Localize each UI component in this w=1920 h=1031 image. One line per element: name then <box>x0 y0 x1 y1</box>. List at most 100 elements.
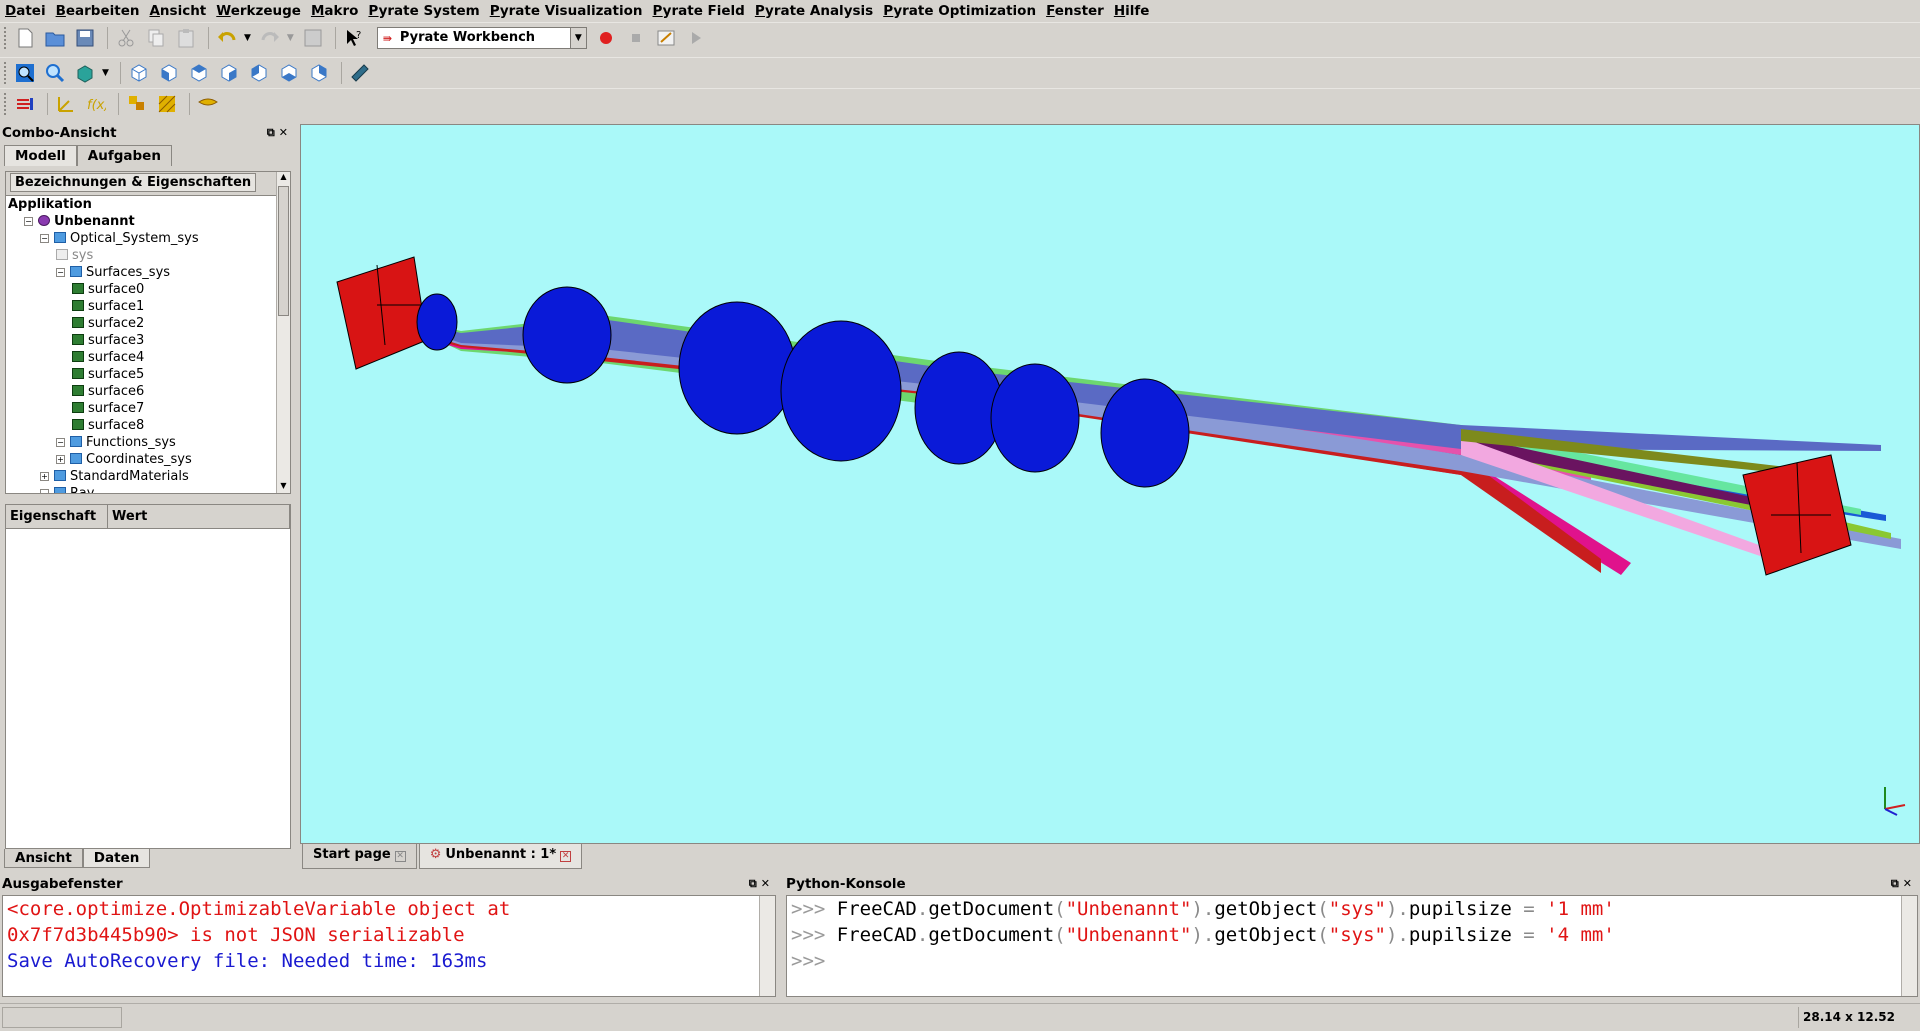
create-coordinates-button[interactable] <box>53 91 79 117</box>
record-macro-button[interactable] <box>593 25 619 51</box>
menu-ansicht[interactable]: Ansicht <box>149 3 207 19</box>
measure-button[interactable] <box>347 60 373 86</box>
scroll-down-icon[interactable]: ▼ <box>280 481 287 490</box>
tree-item[interactable]: + Coordinates_sys <box>6 451 290 468</box>
view-rear-button[interactable] <box>246 60 272 86</box>
menu-werkzeuge[interactable]: Werkzeuge <box>216 3 301 19</box>
dock-float-close-icons[interactable]: ⧉✕ <box>748 877 774 890</box>
view-isometric-button[interactable] <box>126 60 152 86</box>
copy-button[interactable] <box>143 25 169 51</box>
menu-fenster[interactable]: Fenster <box>1046 3 1104 19</box>
column-eigenschaft[interactable]: Eigenschaft <box>6 505 108 528</box>
tree-item[interactable]: + StandardMaterials <box>6 468 290 485</box>
tree-item[interactable]: − Surfaces_sys <box>6 264 290 281</box>
tree-item[interactable]: surface6 <box>6 383 290 400</box>
tree-item[interactable]: surface8 <box>6 417 290 434</box>
menu-pyrate-system[interactable]: Pyrate System <box>368 3 480 19</box>
tree-item[interactable]: surface4 <box>6 349 290 366</box>
menu-pyrate-optimization[interactable]: Pyrate Optimization <box>883 3 1037 19</box>
tab-ansicht[interactable]: Ansicht <box>4 849 83 868</box>
tree-item-label: Applikation <box>8 197 92 212</box>
expand-toggle-icon[interactable]: − <box>24 217 33 226</box>
model-tree[interactable]: Bezeichnungen & Eigenschaften Applikatio… <box>5 171 291 494</box>
tree-item[interactable]: − Optical_System_sys <box>6 230 290 247</box>
cut-button[interactable] <box>113 25 139 51</box>
save-button[interactable] <box>72 25 98 51</box>
tree-header-label[interactable]: Bezeichnungen & Eigenschaften <box>10 173 257 192</box>
tree-scroll-thumb[interactable] <box>278 186 289 316</box>
tab-aufgaben[interactable]: Aufgaben <box>76 145 172 166</box>
output-text[interactable]: <core.optimize.OptimizableVariable objec… <box>2 895 776 997</box>
menu-pyrate-visualization[interactable]: Pyrate Visualization <box>489 3 643 19</box>
zoom-fit-icon <box>16 63 34 82</box>
toolbar-grip[interactable] <box>4 61 8 84</box>
expand-toggle-icon[interactable]: + <box>40 472 49 481</box>
view-bottom-button[interactable] <box>276 60 302 86</box>
stop-macro-button[interactable] <box>623 25 649 51</box>
close-icon[interactable]: ✕ <box>560 851 572 862</box>
open-button[interactable] <box>42 25 68 51</box>
expand-toggle-icon[interactable]: − <box>56 268 65 277</box>
tree-item[interactable]: surface2 <box>6 315 290 332</box>
new-document-button[interactable] <box>12 25 38 51</box>
paste-button[interactable] <box>173 25 199 51</box>
create-function-button[interactable]: f(x) <box>83 91 109 117</box>
dock-float-close-icons[interactable]: ⧉✕ <box>1890 877 1916 890</box>
expand-toggle-icon[interactable]: + <box>56 455 65 464</box>
refresh-button[interactable] <box>300 25 326 51</box>
expand-toggle-icon[interactable]: − <box>40 234 49 243</box>
view-left-button[interactable] <box>306 60 332 86</box>
fit-all-button[interactable] <box>12 60 38 86</box>
tree-item[interactable]: − Functions_sys <box>6 434 290 451</box>
menu-pyrate-field[interactable]: Pyrate Field <box>652 3 745 19</box>
tree-scrollbar[interactable]: ▲ ▼ <box>276 172 290 493</box>
create-materials-button[interactable] <box>154 91 180 117</box>
run-macro-button[interactable] <box>683 25 709 51</box>
tree-item[interactable]: surface5 <box>6 366 290 383</box>
tree-item[interactable]: surface0 <box>6 281 290 298</box>
create-surfaces-button[interactable] <box>124 91 150 117</box>
draw-style-button[interactable] <box>72 60 98 86</box>
fit-selection-button[interactable] <box>42 60 68 86</box>
tree-item[interactable]: sys <box>6 247 290 264</box>
menu-hilfe[interactable]: Hilfe <box>1113 3 1150 19</box>
tab-daten[interactable]: Daten <box>82 849 151 868</box>
undo-button[interactable] <box>214 25 240 51</box>
toolbar-grip[interactable] <box>4 92 8 115</box>
tree-item[interactable]: − Ray <box>6 485 290 493</box>
python-scrollbar[interactable] <box>1901 896 1917 996</box>
view-right-button[interactable] <box>216 60 242 86</box>
output-scrollbar[interactable] <box>759 896 775 996</box>
menu-makro[interactable]: Makro <box>310 3 359 19</box>
close-icon[interactable]: ✕ <box>394 851 406 862</box>
python-prompt-line[interactable]: >>> <box>791 950 826 972</box>
redo-button[interactable] <box>257 25 283 51</box>
expand-toggle-icon[interactable]: − <box>56 438 65 447</box>
edit-macro-button[interactable] <box>653 25 679 51</box>
column-wert[interactable]: Wert <box>108 505 290 528</box>
tab-modell[interactable]: Modell <box>4 145 77 166</box>
view-front-button[interactable] <box>156 60 182 86</box>
3d-viewport[interactable] <box>300 124 1920 844</box>
tree-item[interactable]: surface3 <box>6 332 290 349</box>
whats-this-button[interactable]: ? <box>341 25 367 51</box>
view-top-button[interactable] <box>186 60 212 86</box>
menu-datei[interactable]: Datei <box>5 3 46 19</box>
tree-item[interactable]: Applikation <box>6 196 290 213</box>
menu-bearbeiten[interactable]: Bearbeiten <box>55 3 140 19</box>
tab-start-page[interactable]: Start page ✕ <box>302 844 417 869</box>
tree-item[interactable]: surface7 <box>6 400 290 417</box>
tree-item[interactable]: surface1 <box>6 298 290 315</box>
tab-unbenannt[interactable]: ⚙ Unbenannt : 1* ✕ <box>418 844 583 869</box>
create-rays-button[interactable] <box>195 91 221 117</box>
optical-system-scene[interactable] <box>301 125 1919 843</box>
tree-item[interactable]: − Unbenannt <box>6 213 290 230</box>
dock-float-close-icons[interactable]: ⧉✕ <box>266 126 292 139</box>
create-system-button[interactable] <box>12 91 38 117</box>
toolbar-grip[interactable] <box>4 26 8 49</box>
expand-toggle-icon[interactable]: − <box>40 489 49 493</box>
workbench-selector[interactable]: ⇛ Pyrate Workbench ▼ <box>376 26 587 49</box>
scroll-up-icon[interactable]: ▲ <box>280 172 287 181</box>
python-input[interactable]: >>> FreeCAD.getDocument("Unbenannt").get… <box>786 895 1918 997</box>
menu-pyrate-analysis[interactable]: Pyrate Analysis <box>754 3 874 19</box>
